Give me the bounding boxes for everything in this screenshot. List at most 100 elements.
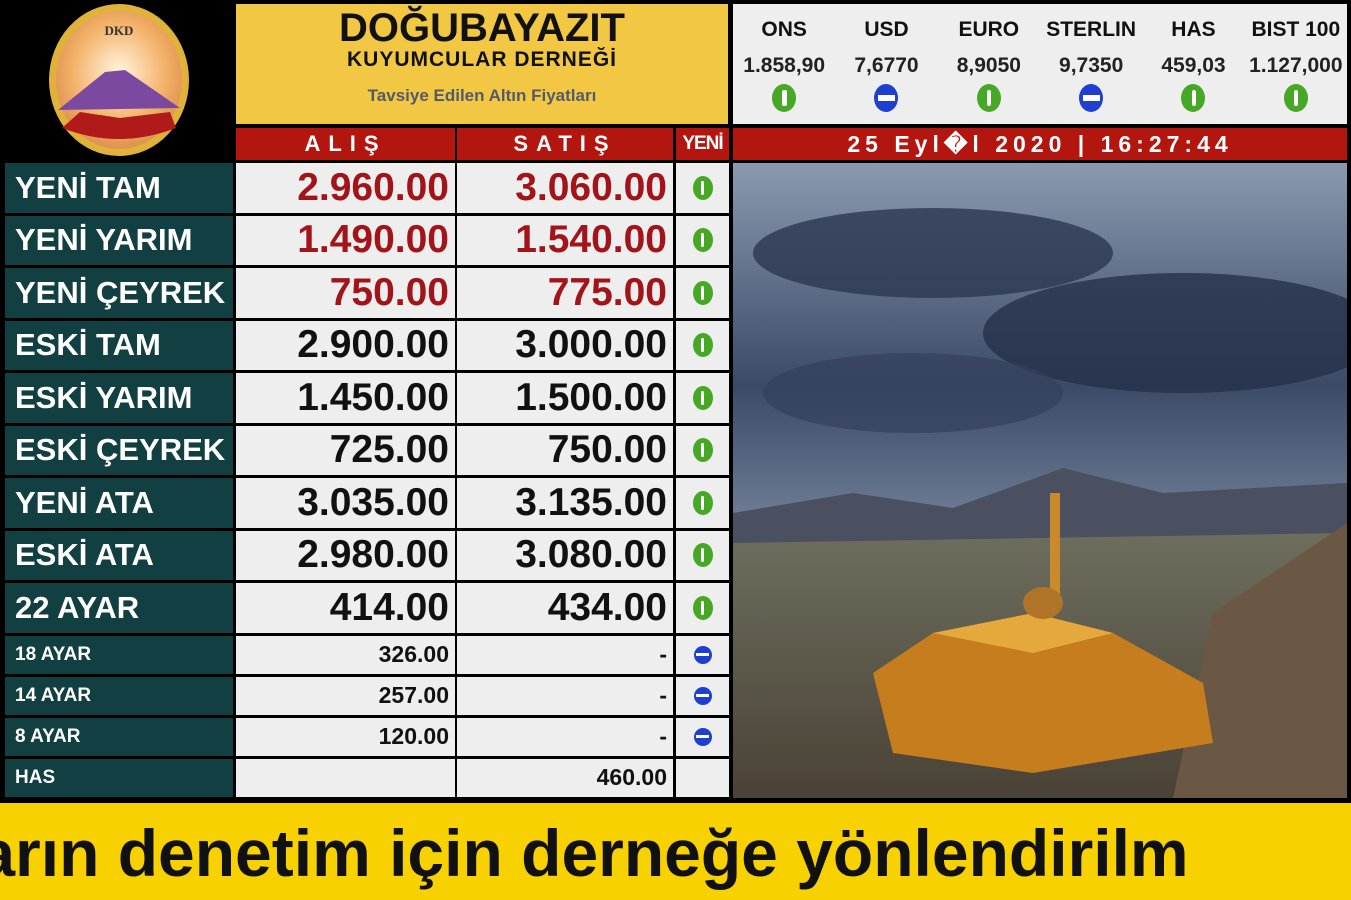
trend-cell [676,320,729,370]
trend-up-icon [692,490,713,515]
column-header-new: YENİ [676,128,729,160]
trend-up-icon [772,84,797,112]
table-row: YENİ YARIM 1.490.00 1.540.00 [0,215,729,269]
market-item: EURO 8,9050 [938,4,1040,124]
buy-price: 1.490.00 [236,215,455,265]
trend-cell [676,215,729,265]
market-name: ONS [761,18,807,41]
buy-price: 750.00 [236,268,455,318]
table-row: YENİ ÇEYREK 750.00 775.00 [0,268,729,321]
buy-price: 326.00 [236,635,455,674]
sell-price: 3.135.00 [457,478,673,528]
buy-price: 3.035.00 [236,478,455,528]
market-name: STERLIN [1046,18,1137,41]
row-label: YENİ ATA [5,478,233,528]
market-ticker-panel: ONS 1.858,90 USD 7,6770 EURO 8,9050 STERLIN 9,7… [733,4,1347,124]
trend-cell [676,717,729,756]
table-row: HAS 460.00 [0,758,729,800]
sell-price: - [457,635,673,674]
association-logo: DKD [0,0,233,160]
trend-up-icon [1283,84,1308,112]
trend-up-icon [692,543,713,568]
market-item: ONS 1.858,90 [733,4,835,124]
trend-cell [676,635,729,674]
market-value: 459,03 [1161,54,1226,77]
trend-up-icon [692,333,713,358]
row-label: YENİ YARIM [5,215,233,265]
row-label: ESKİ ATA [5,530,233,580]
market-value: 1.858,90 [743,54,826,77]
buy-price [236,758,455,797]
header-title-panel: DOĞUBAYAZIT KUYUMCULAR DERNEĞİ Tavsiye E… [236,4,728,124]
row-label: 14 AYAR [5,676,233,715]
row-label: YENİ ÇEYREK [5,268,233,318]
table-row: ESKİ ATA 2.980.00 3.080.00 [0,530,729,584]
trend-up-icon [976,84,1001,112]
market-item: HAS 459,03 [1142,4,1244,124]
trend-cell [676,583,729,633]
row-label: 18 AYAR [5,635,233,674]
table-row: 14 AYAR 257.00 - [0,676,729,718]
buy-price: 2.960.00 [236,163,455,213]
trend-neutral-icon [874,84,899,112]
table-row: YENİ ATA 3.035.00 3.135.00 [0,478,729,531]
trend-up-icon [692,228,713,253]
trend-cell [676,373,729,423]
trend-up-icon [1181,84,1206,112]
buy-price: 725.00 [236,425,455,475]
tagline: Tavsiye Edilen Altın Fiyatları [367,86,597,105]
trend-cell [676,676,729,715]
buy-price: 414.00 [236,583,455,633]
sell-price: 3.060.00 [457,163,673,213]
sell-price: - [457,676,673,715]
market-name: HAS [1171,18,1216,41]
row-label: ESKİ ÇEYREK [5,425,233,475]
market-item: USD 7,6770 [835,4,937,124]
column-header-buy: ALIŞ [236,128,455,160]
sell-price: 460.00 [457,758,673,797]
sell-price: - [457,717,673,756]
datetime-display: 25 Eyl�l 2020 | 16:27:44 [733,128,1347,160]
row-label: 8 AYAR [5,717,233,756]
table-row: 8 AYAR 120.00 - [0,717,729,759]
trend-cell [676,163,729,213]
trend-cell [676,425,729,475]
buy-price: 2.980.00 [236,530,455,580]
sell-price: 1.540.00 [457,215,673,265]
buy-price: 1.450.00 [236,373,455,423]
table-row: ESKİ ÇEYREK 725.00 750.00 [0,425,729,479]
logo-text: DKD [105,23,134,38]
market-name: BIST 100 [1251,18,1341,41]
market-item: STERLIN 9,7350 [1040,4,1142,124]
sell-price: 750.00 [457,425,673,475]
market-value: 8,9050 [956,54,1021,77]
row-label: ESKİ TAM [5,320,233,370]
market-name: USD [864,18,909,41]
table-row: YENİ TAM 2.960.00 3.060.00 [0,163,729,216]
buy-price: 120.00 [236,717,455,756]
trend-neutral-icon [1079,84,1104,112]
sell-price: 434.00 [457,583,673,633]
trend-neutral-icon [693,727,712,746]
trend-neutral-icon [693,645,712,664]
sell-price: 1.500.00 [457,373,673,423]
row-label: HAS [5,758,233,797]
table-row: ESKİ TAM 2.900.00 3.000.00 [0,320,729,374]
row-label: ESKİ YARIM [5,373,233,423]
row-label: YENİ TAM [5,163,233,213]
page-subtitle: KUYUMCULAR DERNEĞİ [347,48,617,71]
column-header-sell: SATIŞ [457,128,673,160]
ticker-text: ların denetim için derneğe yönlendirilm [0,816,1189,890]
buy-price: 257.00 [236,676,455,715]
page-title: DOĞUBAYAZIT [339,6,625,50]
row-label: 22 AYAR [5,583,233,633]
market-value: 1.127,000 [1249,54,1343,77]
buy-price: 2.900.00 [236,320,455,370]
table-row: 18 AYAR 326.00 - [0,635,729,677]
landscape-photo [733,163,1351,798]
trend-cell [676,530,729,580]
market-value: 9,7350 [1059,54,1124,77]
trend-cell [676,478,729,528]
trend-up-icon [692,175,713,200]
scrolling-news-ticker: ların denetim için derneğe yönlendirilm [0,800,1351,900]
